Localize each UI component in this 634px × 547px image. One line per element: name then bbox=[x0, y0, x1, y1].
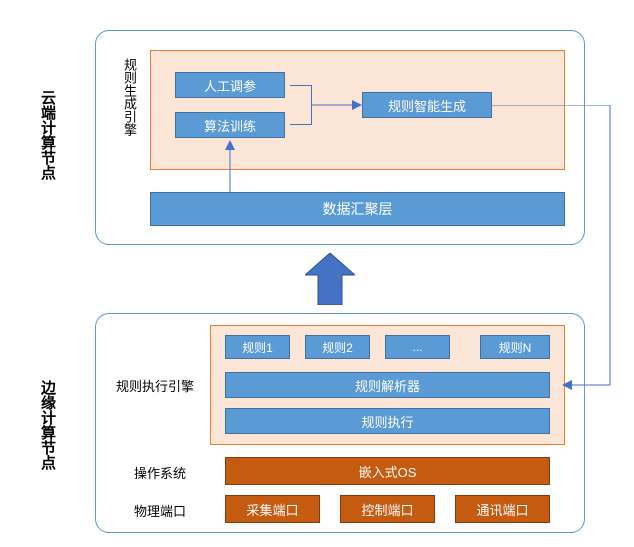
rule-exec-engine-label: 规则执行引擎 bbox=[110, 375, 200, 395]
ports-label: 物理端口 bbox=[120, 498, 200, 522]
algo-training-box: 算法训练 bbox=[175, 112, 285, 138]
diagram-canvas: 云端计算节点 规则生成引擎 人工调参 算法训练 规则智能生成 数据汇聚层 边缘计… bbox=[0, 0, 634, 547]
feedback-connector bbox=[492, 105, 622, 395]
agg-to-algo-arrow bbox=[220, 140, 240, 192]
rule-executor-box: 规则执行 bbox=[225, 408, 550, 434]
bracket-connector bbox=[290, 85, 312, 125]
port-box-3: 通讯端口 bbox=[455, 495, 550, 523]
bracket-arrow bbox=[312, 97, 362, 113]
cloud-section-label: 云端计算节点 bbox=[37, 90, 58, 180]
port-box-1: 采集端口 bbox=[225, 495, 320, 523]
rule-gen-engine-label: 规则生成引擎 bbox=[120, 58, 139, 136]
port-box-2: 控制端口 bbox=[340, 495, 435, 523]
rule-gen-box: 规则智能生成 bbox=[362, 92, 492, 118]
os-label: 操作系统 bbox=[120, 460, 200, 484]
rule-box-1: 规则1 bbox=[225, 335, 290, 359]
rule-box-ellipsis: ... bbox=[385, 335, 450, 359]
rule-box-2: 规则2 bbox=[305, 335, 370, 359]
big-up-arrow bbox=[305, 253, 355, 305]
manual-tuning-box: 人工调参 bbox=[175, 72, 285, 98]
os-box: 嵌入式OS bbox=[225, 457, 550, 485]
edge-section-label: 边缘计算节点 bbox=[37, 380, 58, 470]
